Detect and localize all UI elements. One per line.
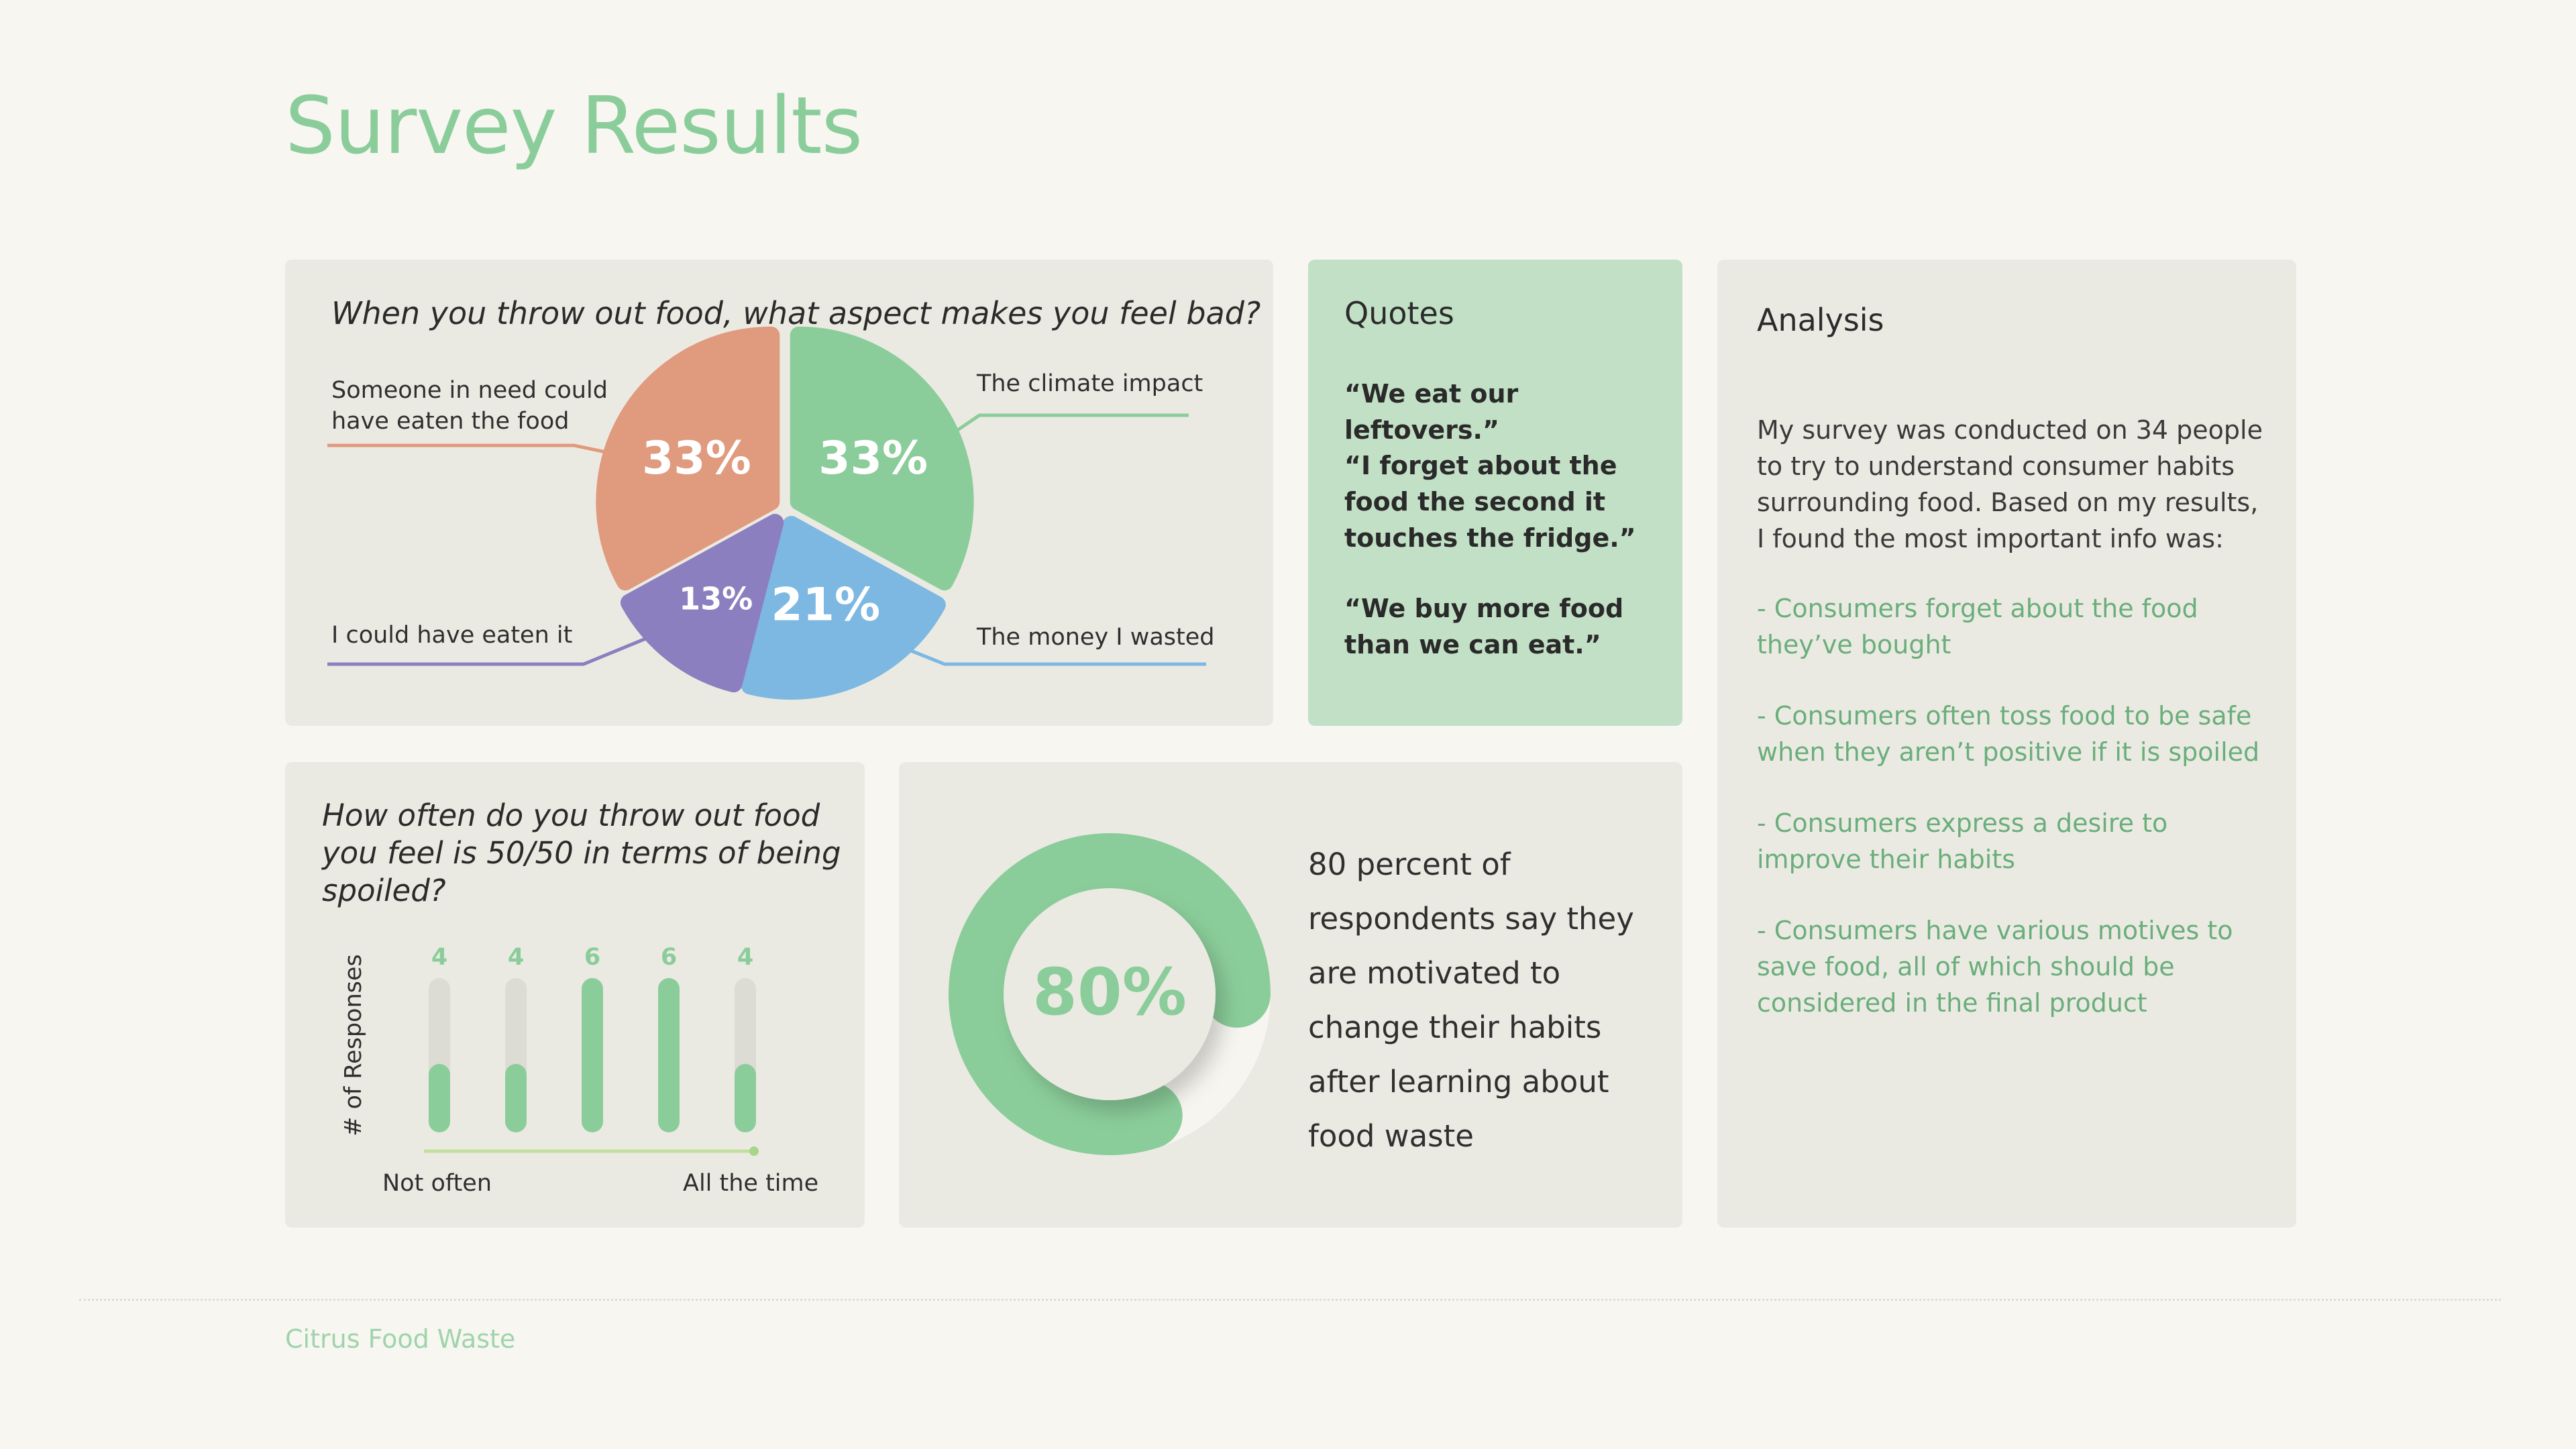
bar-x-end-label: All the time [683,1170,819,1197]
pie-value-labels: 33% 21% 13% 33% [642,432,928,631]
pie-slices [596,326,974,700]
slice-someone-in-need-value: 33% [642,432,751,485]
pie-label-climate: The climate impact [977,370,1203,397]
slice-money-leader [897,643,1206,666]
slice-climate [790,326,974,591]
bar [429,1064,450,1132]
pie-question: When you throw out food, what aspect mak… [331,295,1261,331]
quote-1: “We eat our leftovers.” [1344,379,1519,445]
donut-center [1004,888,1216,1100]
bar [735,1064,756,1132]
page-title: Survey Results [285,79,863,172]
analysis-intro: My survey was conducted on 34 people to … [1757,415,2263,553]
bar [658,978,680,1132]
bar [505,1064,527,1132]
quote-2: “I forget about the food the second it t… [1344,451,1636,553]
pie-label-money: The money I wasted [977,624,1215,651]
footer-brand: Citrus Food Waste [285,1324,516,1354]
donut-value-label: 80% [1032,955,1187,1030]
bar-value-label: 4 [431,944,447,971]
analysis-card [1717,260,2296,1228]
analysis-point-3: - Consumers express a desire to improve … [1757,808,2168,874]
quotes-card [1308,260,1682,726]
analysis-title: Analysis [1757,302,1884,338]
footer-divider [79,1299,2501,1301]
pie-label-could-have-eaten: I could have eaten it [331,622,573,649]
bar [582,978,603,1132]
quote-3: “We buy more food than we can eat.” [1344,594,1624,659]
analysis-point-2: - Consumers often toss food to be safe w… [1757,701,2260,767]
slice-could-have-eaten [620,513,784,693]
bar-series: 4 4 6 6 4 [429,944,756,1132]
bar-value-label: 6 [661,944,677,971]
slice-climate-value: 33% [818,432,928,485]
bar-x-start-label: Not often [382,1170,492,1197]
donut-description: 80 percent of respondents say they are m… [1308,847,1634,1154]
bar-value-label: 4 [737,944,753,971]
slice-could-have-eaten-value: 13% [679,581,753,617]
donut-value-arc [949,833,1271,1155]
slice-could-have-eaten-leader [327,631,659,666]
pie-label-someone-in-need: Someone in need could have eaten the foo… [331,377,608,435]
slice-money-value: 21% [771,578,880,631]
analysis-point-4: - Consumers have various motives to save… [1757,916,2233,1018]
bar-value-label: 6 [584,944,600,971]
bar-x-axis-end-dot [749,1146,759,1156]
analysis-point-1: - Consumers forget about the food they’v… [1757,594,2198,659]
slice-money [741,516,946,700]
bar-chart-question: How often do you throw out food you feel… [322,798,841,908]
bar-value-label: 4 [508,944,524,971]
slice-someone-in-need [596,326,780,591]
quotes-title: Quotes [1344,295,1454,331]
